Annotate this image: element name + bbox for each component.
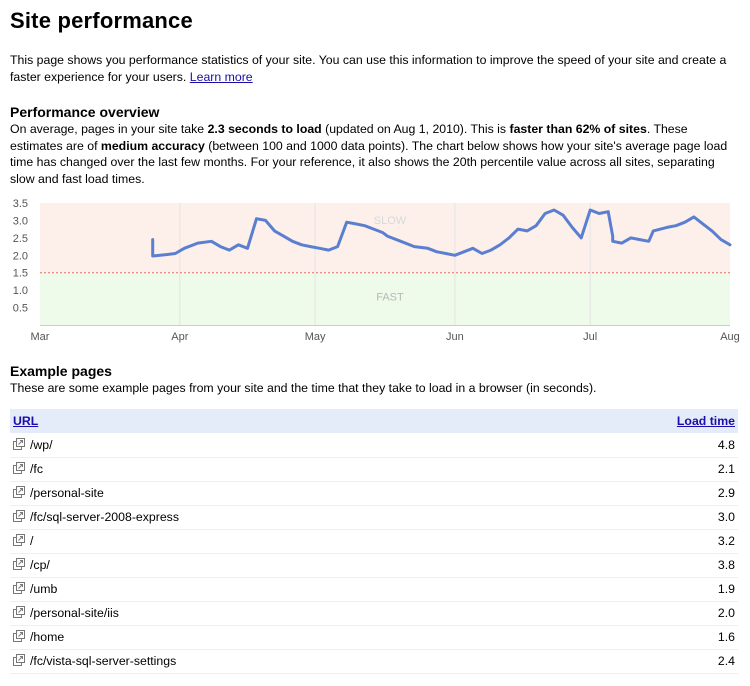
- table-row: /personal-site/iis 2.0: [10, 601, 738, 626]
- table-body: /wp/4.8/fc 2.1/personal-site 2.9/fc/sql-se…: [10, 433, 738, 674]
- page-url: /personal-site/iis: [30, 606, 119, 620]
- performance-overview: Performance overview On average, pages i…: [10, 104, 740, 187]
- external-link-icon[interactable]: [13, 630, 25, 642]
- overview-text-7: (between 100 and 1000 data points). The …: [10, 138, 728, 186]
- load-time-cell: 3.0: [540, 505, 738, 530]
- overview-text-5: . These estimates are of: [10, 122, 688, 153]
- load-time-cell: 1.6: [540, 625, 738, 650]
- fast-label: FAST: [376, 292, 404, 304]
- load-time-cell: 2.0: [540, 601, 738, 626]
- table-row: /fc/vista-sql-server-settings 2.4: [10, 649, 738, 674]
- load-time-cell: 3.8: [540, 553, 738, 578]
- x-tick-label: Mar: [31, 331, 50, 343]
- url-cell: /home: [10, 625, 541, 650]
- slow-band: [40, 203, 730, 273]
- y-tick-label: 3.5: [13, 198, 28, 210]
- table-row: /home 1.6: [10, 625, 738, 650]
- load-time-cell: 3.2: [540, 529, 738, 554]
- slow-label: SLOW: [374, 215, 407, 227]
- example-pages: Example pages These are some example pag…: [10, 363, 740, 674]
- external-link-icon[interactable]: [13, 654, 25, 666]
- y-tick-label: 2.0: [13, 250, 28, 262]
- page-url: /cp/: [30, 558, 50, 572]
- overview-text-1: On average, pages in your site take: [10, 122, 208, 136]
- load-time-column-header: Load time: [540, 409, 738, 433]
- table-row: /personal-site 2.9: [10, 481, 738, 506]
- external-link-icon[interactable]: [13, 486, 25, 498]
- sort-by-url-link[interactable]: URL: [13, 414, 39, 428]
- load-time-cell: 2.1: [540, 457, 738, 482]
- x-tick-label: Aug: [720, 331, 740, 343]
- table-row: / 3.2: [10, 529, 738, 554]
- url-cell: /fc: [10, 457, 541, 482]
- fast-band: [40, 272, 730, 325]
- x-tick-label: Jun: [446, 331, 464, 343]
- table-row: /wp/4.8: [10, 433, 738, 458]
- page-url: /umb: [30, 582, 58, 596]
- table-header-row: URL Load time: [10, 409, 738, 433]
- external-link-icon[interactable]: [13, 510, 25, 522]
- external-link-icon[interactable]: [13, 534, 25, 546]
- learn-more-link[interactable]: Learn more: [189, 70, 253, 84]
- page-url: /fc/vista-sql-server-settings: [30, 654, 177, 668]
- table-row: /umb 1.9: [10, 577, 738, 602]
- external-link-icon[interactable]: [13, 606, 25, 618]
- examples-heading: Example pages: [10, 363, 112, 379]
- examples-description: These are some example pages from your s…: [10, 381, 597, 395]
- page-title: Site performance: [10, 8, 193, 33]
- load-time-cell: 1.9: [540, 577, 738, 602]
- page-url: /personal-site: [30, 486, 104, 500]
- y-tick-label: 1.0: [13, 285, 28, 297]
- overview-heading: Performance overview: [10, 104, 160, 120]
- y-tick-label: 1.5: [13, 268, 28, 280]
- x-tick-label: May: [305, 331, 326, 343]
- load-time-cell: 2.4: [540, 649, 738, 674]
- url-cell: /personal-site/iis: [10, 601, 541, 626]
- external-link-icon[interactable]: [13, 462, 25, 474]
- page-url: /fc/sql-server-2008-express: [30, 510, 179, 524]
- example-pages-table: URL Load time /wp/4.8/fc 2.1/personal-sit…: [10, 409, 738, 674]
- external-link-icon[interactable]: [13, 437, 25, 450]
- y-tick-label: 3.0: [13, 215, 28, 227]
- external-link-icon[interactable]: [13, 558, 25, 570]
- performance-chart: 0.5 1.0 1.5 2.0 2.5 3.0 3.5 Mar Apr May Jun Jul Aug S…: [0, 195, 740, 345]
- url-cell: /wp/: [10, 433, 541, 458]
- chart-svg: 0.5 1.0 1.5 2.0 2.5 3.0 3.5 Mar Apr May Jun Jul Aug S…: [13, 198, 740, 343]
- table-row: /fc/sql-server-2008-express 3.0: [10, 505, 738, 530]
- external-link-icon[interactable]: [13, 582, 25, 594]
- page-url: /home: [30, 630, 65, 644]
- url-cell: /fc/vista-sql-server-settings: [10, 649, 541, 674]
- accuracy-level: medium accuracy: [100, 138, 205, 153]
- table-row: /cp/3.8: [10, 553, 738, 578]
- load-time-cell: 4.8: [540, 433, 738, 458]
- url-column-header: URL: [10, 409, 541, 433]
- load-time-cell: 2.9: [540, 481, 738, 506]
- url-cell: /personal-site: [10, 481, 541, 506]
- y-tick-label: 2.5: [13, 233, 28, 245]
- sort-by-load-time-link[interactable]: Load time: [676, 414, 735, 428]
- overview-text: On average, pages in your site take 2.3 …: [10, 121, 740, 187]
- y-tick-label: 0.5: [13, 303, 28, 315]
- page-url: /fc: [30, 462, 43, 476]
- average-load-time: 2.3 seconds to load: [207, 122, 322, 136]
- url-cell: /umb: [10, 577, 541, 602]
- url-cell: /fc/sql-server-2008-express: [10, 505, 541, 530]
- x-tick-label: Jul: [583, 331, 597, 343]
- intro-text: This page shows you performance statisti…: [10, 53, 727, 84]
- page-url: /wp/: [30, 437, 53, 452]
- url-cell: /cp/: [10, 553, 541, 578]
- overview-text-3: (updated on Aug 1, 2010). This is: [321, 122, 510, 136]
- percentile-comparison: faster than 62% of sites: [509, 122, 647, 136]
- load-time-series-line: [151, 208, 732, 258]
- x-tick-label: Apr: [171, 331, 188, 343]
- table-row: /fc 2.1: [10, 457, 738, 482]
- url-cell: /: [10, 529, 541, 554]
- intro-paragraph: This page shows you performance statisti…: [10, 52, 740, 86]
- page-url: /: [30, 534, 34, 548]
